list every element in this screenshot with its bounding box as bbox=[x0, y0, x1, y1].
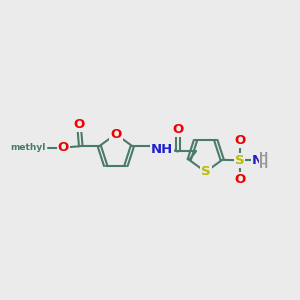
Text: O: O bbox=[58, 141, 69, 154]
Text: O: O bbox=[235, 134, 246, 147]
Text: O: O bbox=[172, 123, 184, 136]
Text: NH: NH bbox=[151, 143, 173, 156]
Text: H: H bbox=[259, 160, 268, 170]
Text: O: O bbox=[235, 173, 246, 186]
Text: S: S bbox=[201, 165, 211, 178]
Text: N: N bbox=[252, 154, 263, 167]
Text: methyl: methyl bbox=[10, 143, 45, 152]
Text: O: O bbox=[74, 118, 85, 131]
Text: S: S bbox=[235, 154, 244, 167]
Text: O: O bbox=[110, 128, 122, 141]
Text: H: H bbox=[259, 152, 268, 162]
